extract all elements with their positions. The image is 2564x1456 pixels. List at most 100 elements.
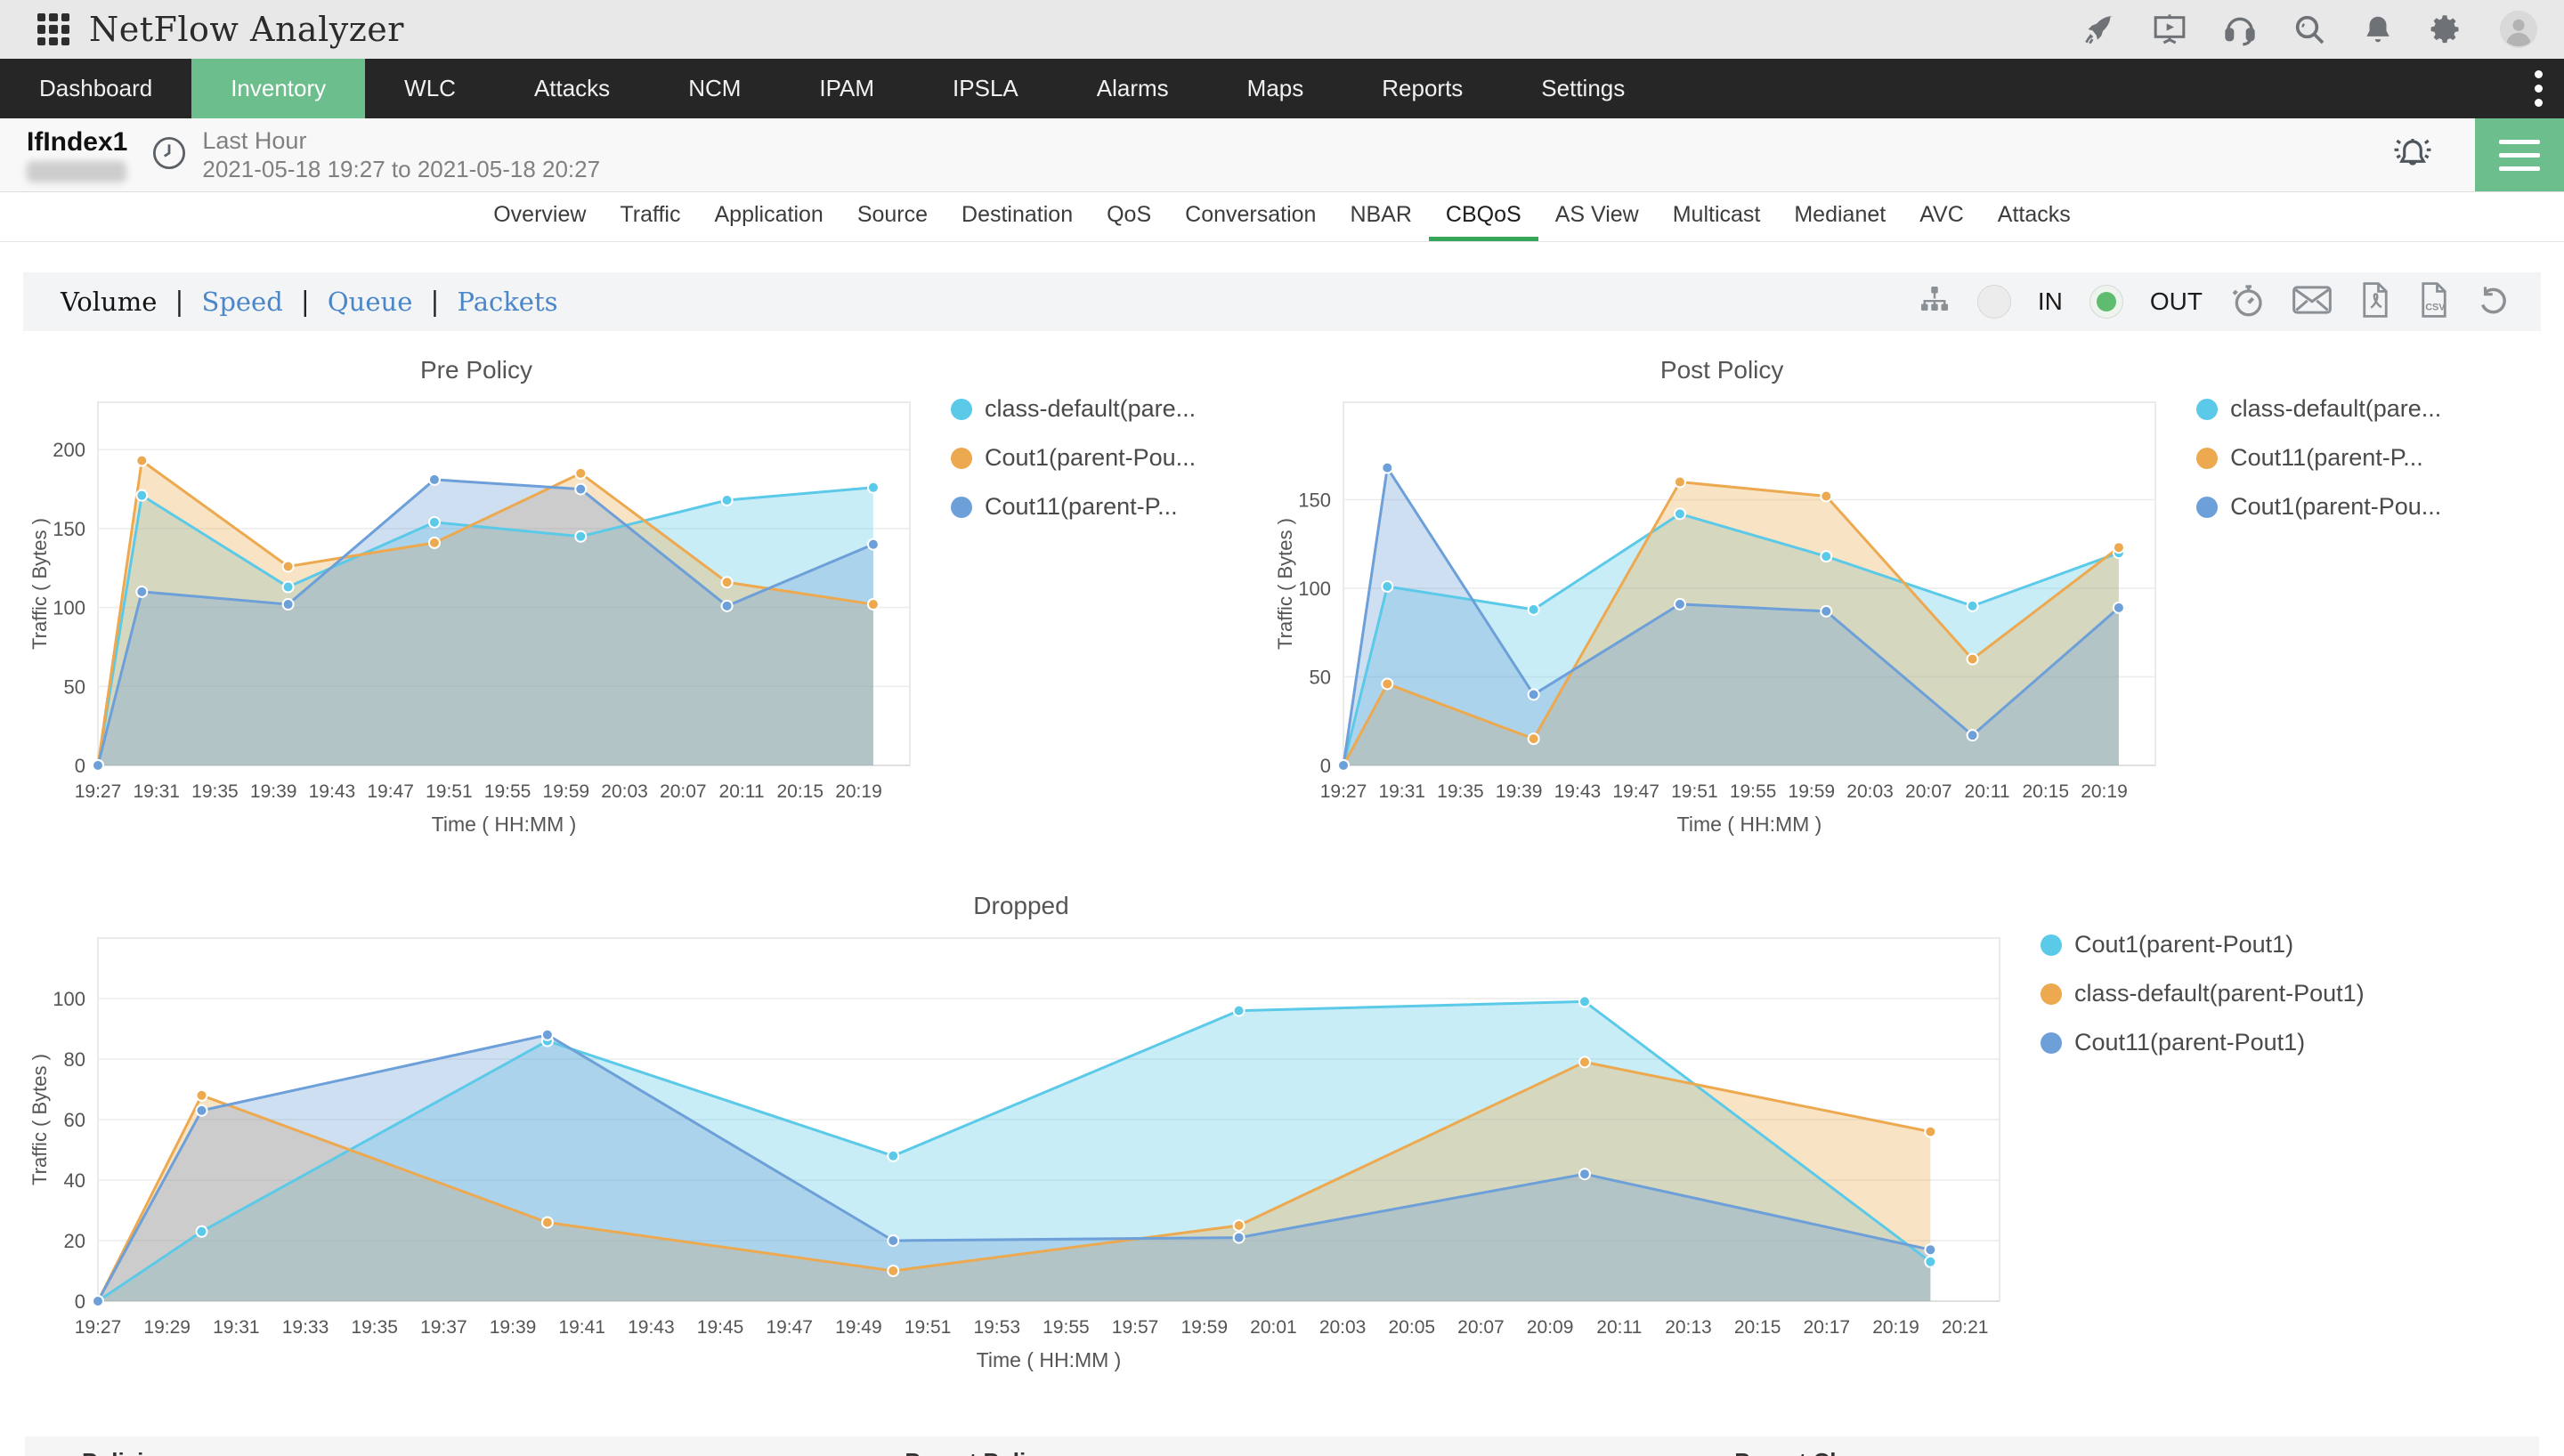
svg-text:200: 200 <box>53 439 85 461</box>
view-separator: | <box>430 286 440 318</box>
svg-text:19:59: 19:59 <box>1789 781 1836 802</box>
legend-item[interactable]: Cout11(parent-P... <box>951 493 1196 521</box>
svg-text:19:27: 19:27 <box>75 1317 122 1338</box>
chart-title: Dropped <box>973 892 1069 919</box>
report-tabs: Overview Traffic Application Source Destinat… <box>0 192 2564 242</box>
pdf-icon[interactable] <box>2359 281 2391 323</box>
nav-item-inventory[interactable]: Inventory <box>191 59 366 118</box>
bell-icon[interactable] <box>2361 12 2395 47</box>
view-queue[interactable]: Queue <box>327 287 413 317</box>
stopwatch-icon[interactable] <box>2229 282 2265 322</box>
chart-title: Post Policy <box>1659 356 1784 384</box>
nav-item-settings[interactable]: Settings <box>1541 75 1626 101</box>
dropped-chart-row: Dropped 0 20 40 60 80 100 19:27 19:29 19:31 19:33 1… <box>0 892 2564 1379</box>
gear-icon[interactable] <box>2429 12 2464 47</box>
search-icon[interactable] <box>2292 12 2327 47</box>
tab-traffic[interactable]: Traffic <box>620 201 681 227</box>
tab-multicast[interactable]: Multicast <box>1672 201 1761 227</box>
nav-item-attacks[interactable]: Attacks <box>533 75 611 101</box>
svg-text:19:39: 19:39 <box>250 781 297 802</box>
view-volume[interactable]: Volume <box>61 287 158 317</box>
apps-grid-icon[interactable] <box>37 13 69 45</box>
svg-text:19:37: 19:37 <box>420 1317 467 1338</box>
svg-text:20:15: 20:15 <box>2023 781 2070 802</box>
svg-text:0: 0 <box>1320 755 1331 777</box>
svg-text:19:43: 19:43 <box>309 781 356 802</box>
tab-nbar[interactable]: NBAR <box>1350 201 1412 227</box>
side-menu-button[interactable] <box>2475 118 2564 191</box>
csv-icon[interactable]: CSV <box>2418 281 2450 323</box>
tab-avc[interactable]: AVC <box>1919 201 1964 227</box>
headset-icon[interactable] <box>2222 12 2258 47</box>
legend-item[interactable]: class-default(pare... <box>951 395 1196 423</box>
tab-cbqos[interactable]: CBQoS <box>1428 192 1538 241</box>
tab-qos[interactable]: QoS <box>1107 201 1152 227</box>
tab-attacks[interactable]: Attacks <box>1997 201 2071 227</box>
svg-text:100: 100 <box>53 988 85 1010</box>
svg-text:50: 50 <box>64 675 85 698</box>
legend-item[interactable]: Cout11(parent-Pout1) <box>2041 1029 2365 1056</box>
out-radio[interactable] <box>2089 285 2123 319</box>
svg-text:20:21: 20:21 <box>1942 1317 1989 1338</box>
legend-item[interactable]: Cout11(parent-P... <box>2196 444 2441 472</box>
nav-item-ipsla[interactable]: IPSLA <box>953 75 1018 101</box>
svg-text:20:03: 20:03 <box>1846 781 1894 802</box>
svg-text:20:19: 20:19 <box>2081 781 2128 802</box>
column-header-parent-class: Parent Class <box>1734 1448 2539 1456</box>
reload-icon[interactable] <box>2477 283 2511 321</box>
nav-item-dashboard[interactable]: Dashboard <box>39 75 153 101</box>
svg-text:80: 80 <box>64 1048 85 1071</box>
tab-conversation[interactable]: Conversation <box>1185 201 1317 227</box>
svg-text:19:51: 19:51 <box>905 1317 952 1338</box>
svg-text:19:55: 19:55 <box>1043 1317 1090 1338</box>
device-name: IfIndex1 <box>27 127 128 157</box>
view-speed[interactable]: Speed <box>201 287 283 317</box>
nav-item-alarms[interactable]: Alarms <box>1096 75 1169 101</box>
tree-icon[interactable] <box>1919 284 1951 320</box>
tab-overview[interactable]: Overview <box>493 201 587 227</box>
svg-text:19:31: 19:31 <box>1379 781 1426 802</box>
legend-item[interactable]: class-default(pare... <box>2196 395 2441 423</box>
legend-dot-icon <box>2041 983 2062 1005</box>
view-separator: | <box>174 286 184 318</box>
tab-as-view[interactable]: AS View <box>1554 201 1639 227</box>
legend-dot-icon <box>2041 934 2062 956</box>
alert-bell-icon[interactable] <box>2390 133 2436 178</box>
tab-destination[interactable]: Destination <box>961 201 1074 227</box>
svg-text:20:11: 20:11 <box>1596 1317 1642 1338</box>
chart-title: Pre Policy <box>419 356 533 384</box>
legend-item[interactable]: Cout1(parent-Pou... <box>951 444 1196 472</box>
nav-item-ipam[interactable]: IPAM <box>819 75 875 101</box>
avatar[interactable] <box>2498 9 2539 50</box>
legend-item[interactable]: class-default(parent-Pout1) <box>2041 980 2365 1007</box>
svg-text:20:01: 20:01 <box>1250 1317 1297 1338</box>
legend-dot-icon <box>2041 1031 2062 1054</box>
tab-source[interactable]: Source <box>856 201 929 227</box>
svg-text:19:47: 19:47 <box>766 1317 813 1338</box>
chart-legend: class-default(pare... Cout1(parent-Pou...… <box>926 356 1196 844</box>
svg-text:19:35: 19:35 <box>191 781 239 802</box>
nav-item-maps[interactable]: Maps <box>1246 75 1304 101</box>
rocket-icon[interactable] <box>2081 12 2117 47</box>
legend-item[interactable]: Cout1(parent-Pou... <box>2196 493 2441 521</box>
legend-dot-icon <box>2196 447 2219 469</box>
nav-overflow-icon[interactable] <box>2522 59 2555 118</box>
nav-item-wlc[interactable]: WLC <box>404 75 456 101</box>
mail-icon[interactable] <box>2292 283 2333 321</box>
in-radio[interactable] <box>1976 285 2011 319</box>
tab-application[interactable]: Application <box>714 201 824 227</box>
tab-medianet[interactable]: Medianet <box>1794 201 1886 227</box>
policy-charts-row: Pre Policy 0 50 100 150 200 19:27 19:31 19:35 19:… <box>0 356 2564 844</box>
legend-dot-icon <box>951 447 972 469</box>
clock-icon[interactable] <box>150 134 188 176</box>
nav-item-ncm[interactable]: NCM <box>688 75 742 101</box>
presentation-icon[interactable] <box>2151 12 2188 47</box>
time-range-label[interactable]: Last Hour <box>202 127 307 154</box>
svg-text:40: 40 <box>64 1169 85 1192</box>
svg-text:20:11: 20:11 <box>719 781 765 802</box>
legend-item[interactable]: Cout1(parent-Pout1) <box>2041 931 2365 959</box>
svg-text:Traffic ( Bytes ): Traffic ( Bytes ) <box>28 518 51 650</box>
svg-text:CSV: CSV <box>2425 302 2446 312</box>
view-packets[interactable]: Packets <box>457 287 558 317</box>
nav-item-reports[interactable]: Reports <box>1382 75 1464 101</box>
